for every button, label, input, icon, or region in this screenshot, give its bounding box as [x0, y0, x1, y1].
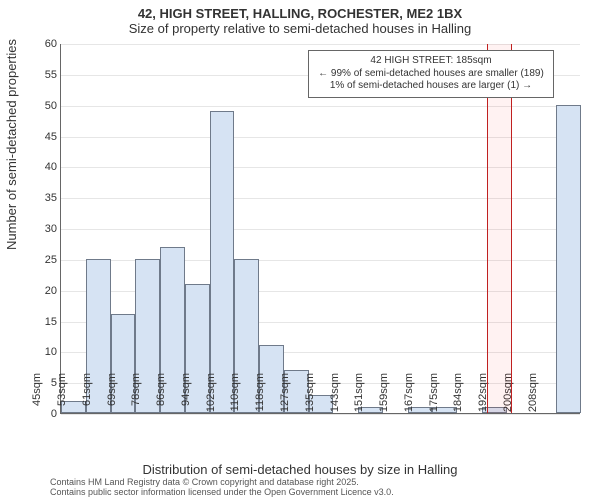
attribution-line2: Contains public sector information licen…	[50, 488, 594, 498]
y-tick-label: 40	[27, 161, 61, 173]
plot-area: 05101520253035404550556045sqm53sqm61sqm6…	[60, 44, 580, 414]
gridline	[61, 137, 580, 138]
y-tick-label: 35	[27, 192, 61, 204]
legend-line: 1% of semi-detached houses are larger (1…	[315, 80, 547, 93]
x-tick-label: 167sqm	[403, 371, 415, 415]
x-tick-label: 175sqm	[428, 371, 440, 415]
x-tick-label: 151sqm	[353, 371, 365, 415]
y-tick-label: 45	[27, 131, 61, 143]
y-tick-label: 10	[27, 346, 61, 358]
x-tick-label: 45sqm	[31, 371, 43, 415]
figure: { "title": { "main": "42, HIGH STREET, H…	[0, 0, 600, 500]
gridline	[61, 198, 580, 199]
y-tick-label: 55	[27, 69, 61, 81]
histogram-bar	[556, 105, 581, 413]
y-tick-label: 30	[27, 223, 61, 235]
legend-box: 42 HIGH STREET: 185sqm← 99% of semi-deta…	[308, 50, 554, 98]
y-tick-label: 60	[27, 38, 61, 50]
chart-title-block: 42, HIGH STREET, HALLING, ROCHESTER, ME2…	[0, 6, 600, 36]
x-tick-label: 61sqm	[81, 371, 93, 415]
title-sub: Size of property relative to semi-detach…	[0, 21, 600, 36]
x-tick-label: 86sqm	[155, 371, 167, 415]
x-tick-label: 118sqm	[254, 371, 266, 415]
legend-line: 42 HIGH STREET: 185sqm	[315, 55, 547, 68]
title-main: 42, HIGH STREET, HALLING, ROCHESTER, ME2…	[0, 6, 600, 21]
y-tick-label: 20	[27, 285, 61, 297]
y-axis-label: Number of semi-detached properties	[4, 39, 19, 250]
x-tick-label: 102sqm	[205, 371, 217, 415]
x-tick-label: 78sqm	[130, 371, 142, 415]
histogram-bar	[210, 111, 235, 413]
y-tick-label: 15	[27, 316, 61, 328]
gridline	[61, 167, 580, 168]
x-tick-label: 143sqm	[329, 371, 341, 415]
gridline	[61, 106, 580, 107]
x-tick-label: 53sqm	[56, 371, 68, 415]
gridline	[61, 44, 580, 45]
y-tick-label: 50	[27, 100, 61, 112]
x-tick-label: 110sqm	[229, 371, 241, 415]
x-axis-label: Distribution of semi-detached houses by …	[0, 462, 600, 477]
x-tick-label: 192sqm	[477, 371, 489, 415]
attribution: Contains HM Land Registry data © Crown c…	[50, 478, 594, 498]
x-tick-label: 69sqm	[106, 371, 118, 415]
x-tick-label: 135sqm	[304, 371, 316, 415]
x-tick-label: 94sqm	[180, 371, 192, 415]
gridline	[61, 229, 580, 230]
x-tick-label: 127sqm	[279, 371, 291, 415]
x-tick-label: 208sqm	[527, 371, 539, 415]
y-tick-label: 25	[27, 254, 61, 266]
x-tick-label: 159sqm	[378, 371, 390, 415]
x-tick-label: 184sqm	[452, 371, 464, 415]
legend-line: ← 99% of semi-detached houses are smalle…	[315, 68, 547, 81]
x-tick-label: 200sqm	[502, 371, 514, 415]
